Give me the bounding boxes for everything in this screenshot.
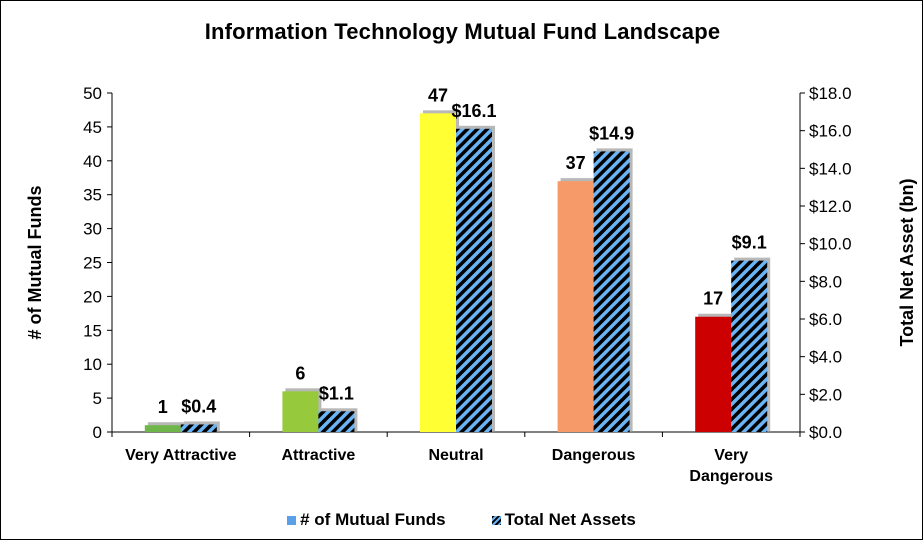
bar-mutual-funds	[282, 391, 319, 432]
data-label-mutual-funds: 37	[566, 153, 586, 173]
bar-total-net-assets	[731, 260, 768, 432]
left-axis-tick-label: 30	[83, 220, 102, 239]
bar-total-net-assets	[593, 151, 630, 432]
legend-item-funds: # of Mutual Funds	[287, 510, 446, 530]
left-axis-tick-label: 15	[83, 321, 102, 340]
right-axis-tick-label: $16.0	[809, 122, 852, 141]
data-label-total-net-assets: $16.1	[451, 101, 496, 121]
right-axis-tick-label: $6.0	[809, 310, 842, 329]
left-axis-tick-label: 20	[83, 287, 102, 306]
legend-label-assets: Total Net Assets	[504, 510, 636, 529]
bar-total-net-assets	[180, 424, 217, 432]
data-label-total-net-assets: $14.9	[589, 123, 634, 143]
left-axis-tick-label: 35	[83, 186, 102, 205]
left-axis-tick-label: 40	[83, 152, 102, 171]
chart-legend: # of Mutual Funds Total Net Assets	[0, 508, 923, 532]
bar-mutual-funds	[557, 181, 594, 432]
x-axis-tick-label: Attractive	[281, 447, 355, 464]
x-axis-tick-label: Dangerous	[689, 468, 773, 485]
right-axis-tick-label: $4.0	[809, 348, 842, 367]
bar-mutual-funds	[420, 113, 456, 432]
data-label-total-net-assets: $0.4	[181, 396, 216, 416]
x-axis-tick-label: Very	[714, 447, 748, 464]
bar-mutual-funds	[695, 316, 732, 432]
x-axis-tick-label: Dangerous	[552, 447, 636, 464]
left-axis-tick-label: 10	[83, 355, 102, 374]
y-axis-title: # of Mutual Funds	[25, 186, 45, 340]
right-axis-tick-label: $8.0	[809, 272, 842, 291]
left-axis-tick-label: 45	[83, 118, 102, 137]
data-label-mutual-funds: 47	[428, 85, 448, 105]
right-axis-tick-label: $18.0	[809, 84, 852, 103]
right-axis-tick-label: $14.0	[809, 159, 852, 178]
left-axis-tick-label: 25	[83, 254, 102, 273]
chart-title: Information Technology Mutual Fund Lands…	[204, 19, 721, 44]
legend-item-assets: Total Net Assets	[491, 510, 636, 530]
data-label-total-net-assets: $9.1	[732, 233, 767, 253]
legend-swatch-funds	[287, 515, 297, 525]
right-axis-tick-label: $10.0	[809, 235, 852, 254]
bar-total-net-assets	[456, 128, 492, 433]
data-label-mutual-funds: 6	[295, 363, 305, 383]
bar-total-net-assets	[318, 411, 355, 432]
left-axis-tick-label: 50	[83, 84, 102, 103]
left-axis-tick-label: 5	[93, 389, 102, 408]
x-axis-tick-label: Neutral	[428, 447, 483, 464]
right-axis-tick-label: $12.0	[809, 197, 852, 216]
left-axis-tick-label: 0	[93, 423, 102, 442]
x-axis-tick-label: Very Attractive	[125, 447, 237, 464]
right-axis-tick-label: $0.0	[809, 423, 842, 442]
data-label-total-net-assets: $1.1	[319, 383, 354, 403]
y2-axis-title: Total Net Asset (bn)	[897, 178, 917, 346]
legend-swatch-assets	[491, 515, 501, 525]
legend-label-funds: # of Mutual Funds	[300, 510, 446, 529]
bar-mutual-funds	[144, 425, 181, 432]
data-label-mutual-funds: 1	[158, 397, 168, 417]
right-axis-tick-label: $2.0	[809, 385, 842, 404]
data-label-mutual-funds: 17	[703, 289, 723, 309]
